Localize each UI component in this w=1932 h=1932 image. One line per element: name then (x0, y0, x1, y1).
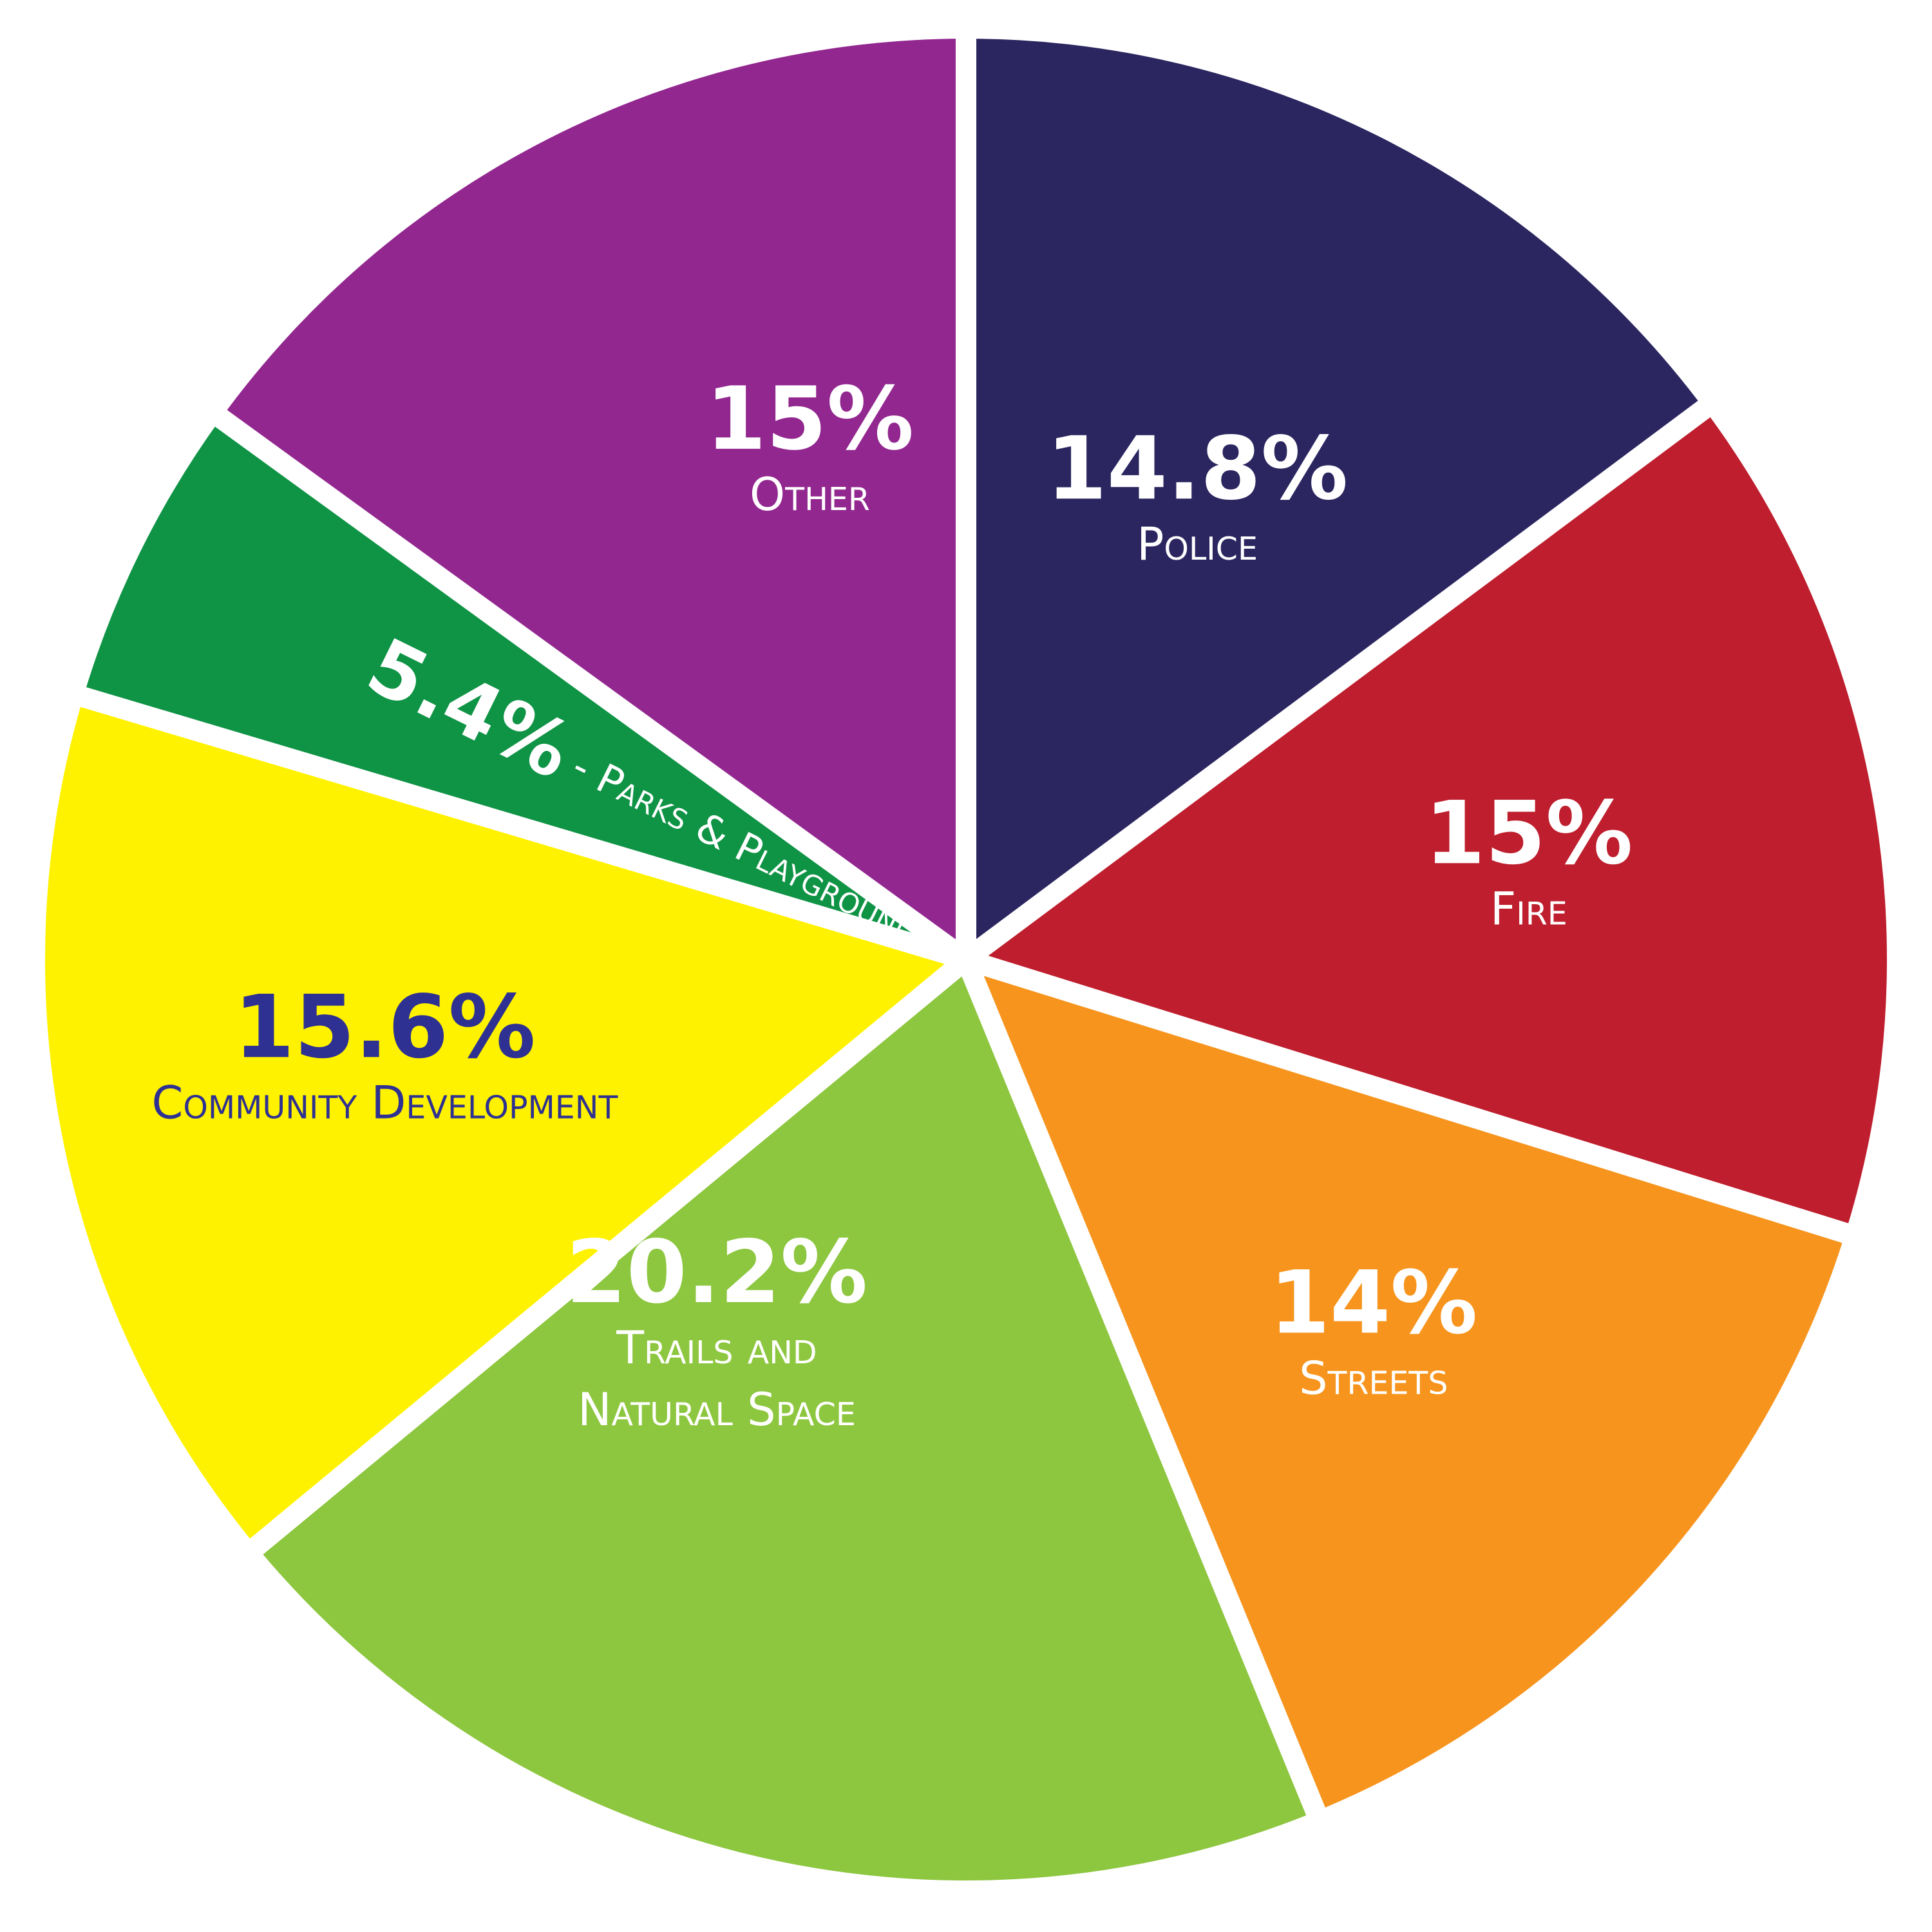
slice-percent: 20.2% (566, 1222, 867, 1323)
slice-label-community-development: 15.6%Community Development (151, 976, 618, 1129)
slice-label-other: 15%Other (706, 368, 914, 521)
slice-separator (204, 402, 972, 968)
slice-name: Trails and (616, 1321, 817, 1374)
slice-label-streets: 14%Streets (1269, 1252, 1477, 1405)
pie-slice-community-development (44, 697, 967, 1547)
slice-label-trails-and-natural-space: 20.2%Trails and Natural Space (566, 1222, 867, 1436)
slice-name: Natural Space (578, 1383, 856, 1436)
slice-percent: 15% (706, 368, 914, 469)
slice-label-fire: 15%Fire (1425, 782, 1633, 935)
slice-name: Streets (1299, 1352, 1448, 1405)
slice-percent: 15.6% (234, 976, 535, 1077)
slice-name: Other (750, 468, 870, 521)
slice-percent: 14.8% (1046, 418, 1348, 519)
slice-percent: 15% (1425, 782, 1633, 884)
pie-slice-parks-and-playgrounds (83, 418, 966, 960)
slice-separator (960, 393, 1721, 968)
slice-name: Fire (1490, 882, 1567, 935)
slice-separator (963, 949, 1861, 1247)
slice-name: Community Development (151, 1076, 618, 1129)
slice-separator (68, 683, 969, 970)
slice-separator (240, 951, 973, 1563)
pie-slice-other (221, 39, 966, 960)
slice-percent: 14% (1269, 1252, 1477, 1353)
slice-name: Police (1137, 518, 1258, 571)
slice-label-police: 14.8%Police (1046, 418, 1348, 571)
pie-slice-police (966, 39, 1705, 960)
slice-separator (956, 955, 1331, 1828)
